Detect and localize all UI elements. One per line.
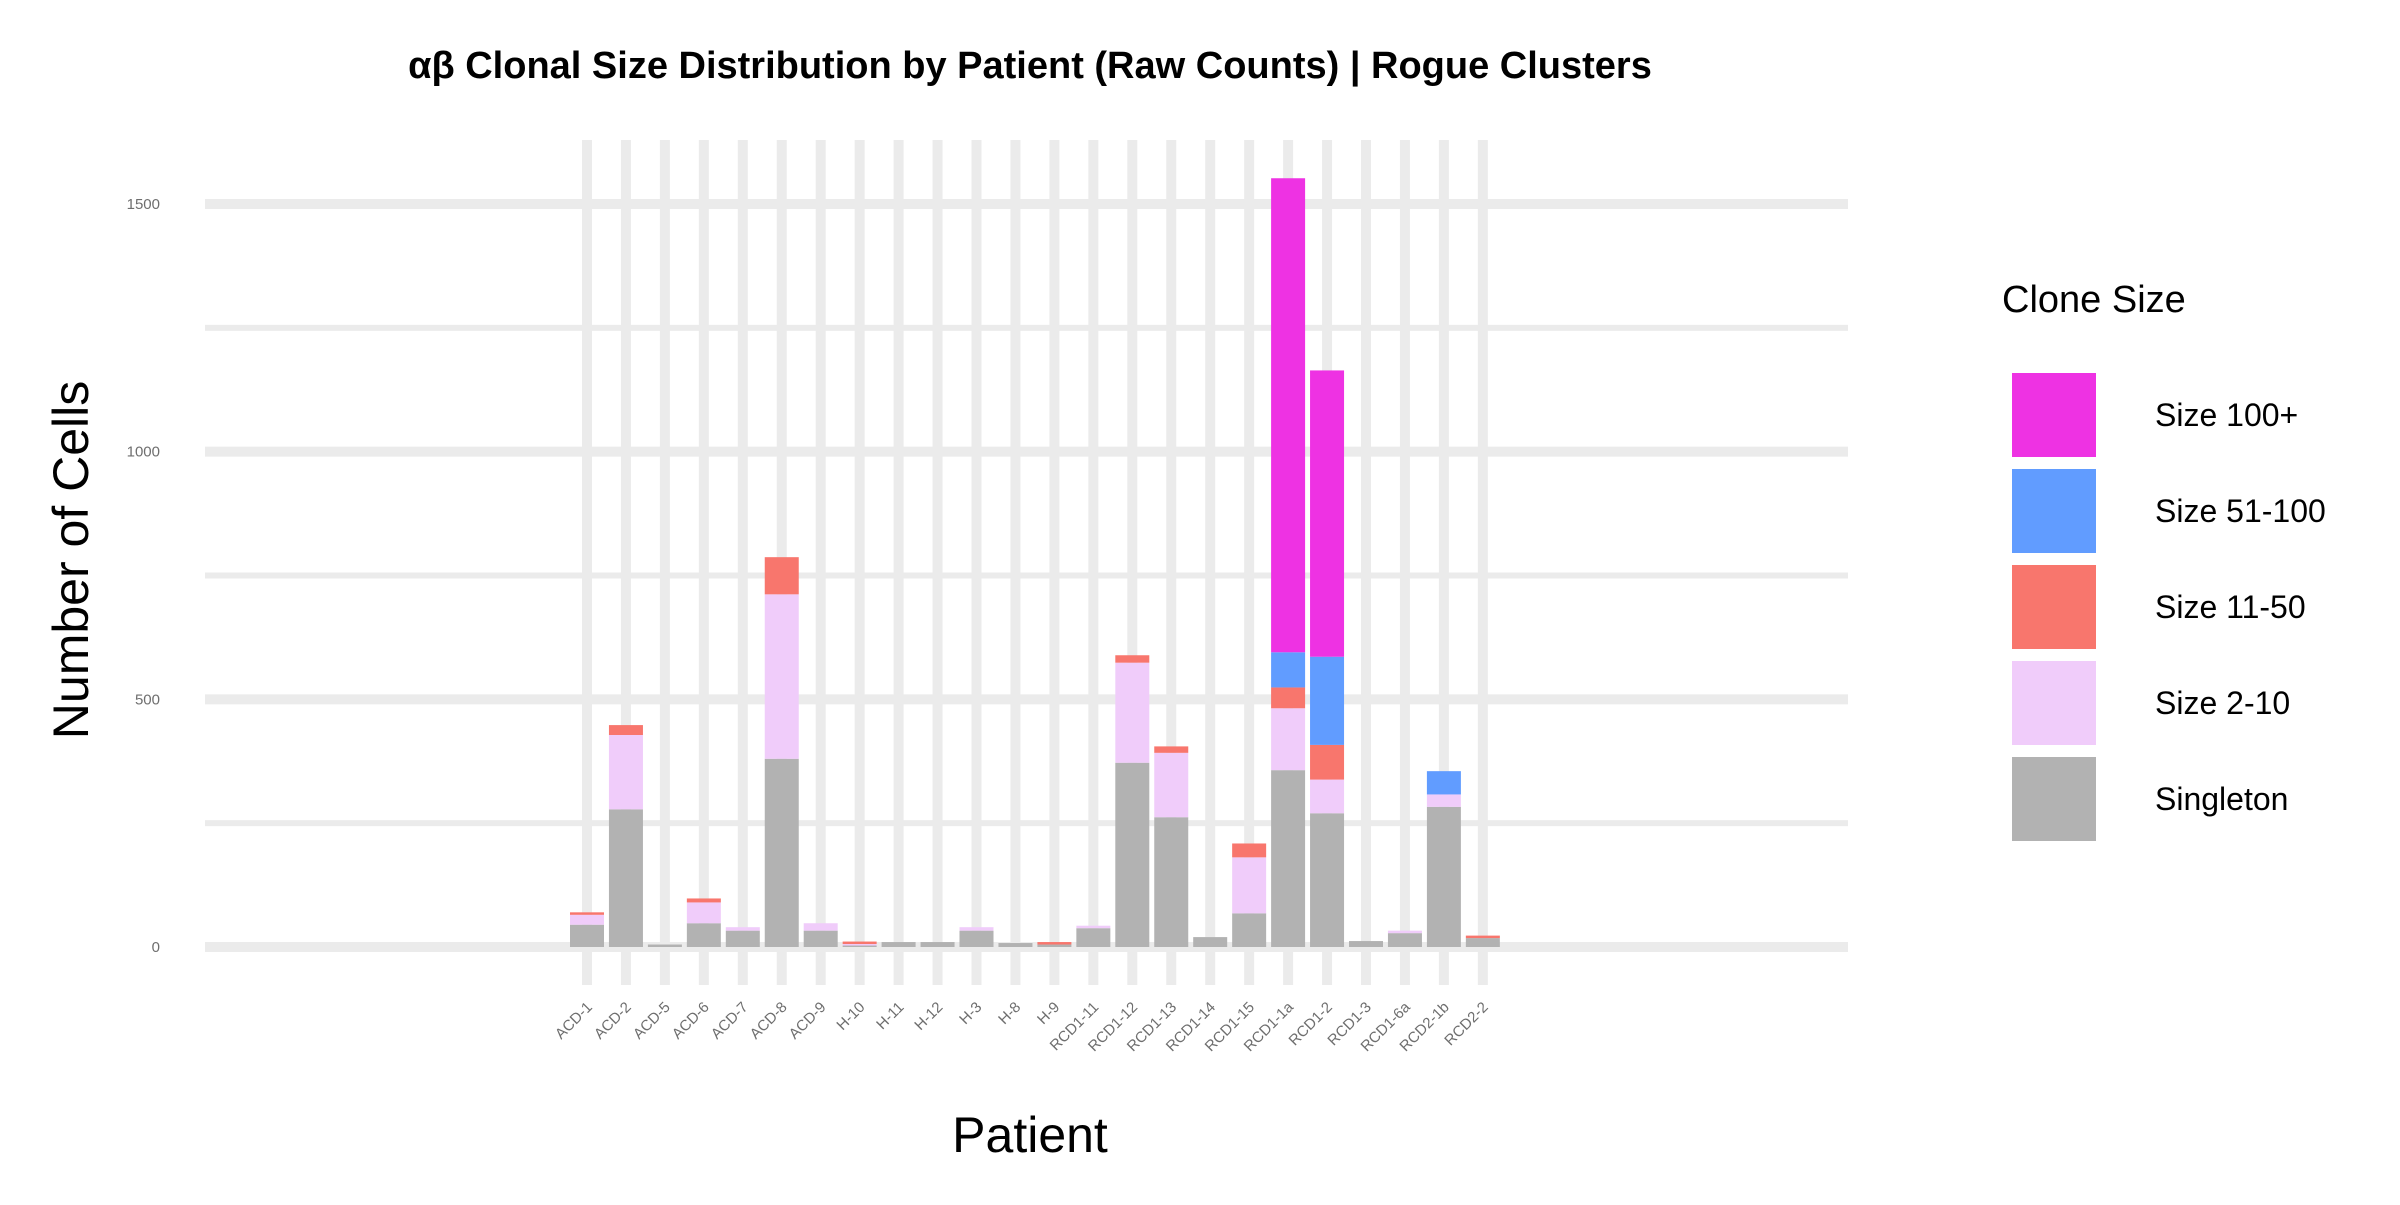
bar-RCD1-2-size-2-10: RCD1-2 · Size 2-10: 68 <box>1310 779 1345 814</box>
bar-ACD-9-singleton: ACD-9 · Singleton: 33 <box>803 930 838 947</box>
legend: Clone Size Size 100+ Size 51-100 Size 11-5… <box>2002 279 2326 841</box>
legend-label: Size 2-10 <box>2155 685 2290 721</box>
bar-H-10-size-11-50: H-10 · Size 11-50: 5 <box>842 941 877 945</box>
y-tick-label: 0 <box>152 939 160 956</box>
bar-RCD2-2-size-11-50: RCD2-2 · Size 11-50: 5 <box>1465 935 1500 939</box>
legend-swatch-size-11-50 <box>2012 565 2096 649</box>
bar-ACD-1-singleton: ACD-1 · Singleton: 45 <box>570 924 604 947</box>
chart-title: αβ Clonal Size Distribution by Patient (… <box>408 45 1652 87</box>
bar-RCD2-1b-singleton: RCD2-1b · Singleton: 283 <box>1426 806 1461 947</box>
bar-RCD1-13-size-11-50: RCD1-13 · Size 11-50: 13 <box>1154 746 1189 753</box>
y-tick-label: 1000 <box>127 444 160 461</box>
x-tick-label: ACD-8 <box>747 999 791 1043</box>
x-tick-label: H-12 <box>911 999 946 1034</box>
x-tick-label: ACD-6 <box>669 999 713 1043</box>
bar-ACD-8-size-2-10: ACD-8 · Size 2-10: 332 <box>764 594 799 759</box>
legend-label: Size 100+ <box>2155 397 2298 433</box>
bar-ACD-8-size-11-50: ACD-8 · Size 11-50: 75 <box>764 557 799 595</box>
bar-RCD1-14-singleton: RCD1-14 · Singleton: 20 <box>1193 937 1228 947</box>
bar-RCD2-2-singleton: RCD2-2 · Singleton: 18 <box>1465 938 1500 947</box>
bar-RCD1-11-size-2-10: RCD1-11 · Size 2-10: 5 <box>1076 925 1111 929</box>
bar-RCD1-3-singleton: RCD1-3 · Singleton: 12 <box>1349 941 1383 947</box>
bar-RCD1-1a-size-2-10: RCD1-1a · Size 2-10: 125 <box>1271 708 1306 771</box>
x-tick-label: H-9 <box>1034 999 1063 1028</box>
bar-ACD-8-singleton: ACD-8 · Singleton: 380 <box>764 758 799 947</box>
bar-H-9-size-11-50: H-9 · Size 11-50: 5 <box>1037 942 1072 945</box>
bar-ACD-6-size-11-50: ACD-6 · Size 11-50: 8 <box>686 898 721 903</box>
bar-RCD1-12-singleton: RCD1-12 · Singleton: 372 <box>1115 762 1150 947</box>
bar-RCD1-1a-size-11-50: RCD1-1a · Size 11-50: 42 <box>1271 687 1306 709</box>
bar-ACD-1-size-11-50: ACD-1 · Size 11-50: 5 <box>570 912 604 915</box>
bar-H-12-singleton: H-12 · Singleton: 10 <box>920 942 955 947</box>
legend-items: Size 100+ Size 51-100 Size 11-50 Size 2-10 S… <box>2012 373 2326 841</box>
bar-RCD1-6a-size-2-10: RCD1-6a · Size 2-10: 5 <box>1387 930 1422 934</box>
bar-RCD1-15-size-2-10: RCD1-15 · Size 2-10: 113 <box>1232 857 1267 914</box>
bar-RCD1-12-size-11-50: RCD1-12 · Size 11-50: 15 <box>1115 655 1150 663</box>
bar-H-11-singleton: H-11 · Singleton: 10 <box>881 942 916 947</box>
bar-H-10-size-2-10: H-10 · Size 2-10: 3 <box>842 944 877 946</box>
x-tick-label: H-10 <box>833 999 868 1034</box>
bar-RCD2-1b-size-51-100: RCD2-1b · Size 51-100: 47 <box>1426 771 1461 795</box>
bar-RCD1-12-size-2-10: RCD1-12 · Size 2-10: 202 <box>1115 662 1150 763</box>
bar-ACD-6-size-2-10: ACD-6 · Size 2-10: 42 <box>686 902 721 924</box>
y-tick-label: 1500 <box>127 196 160 213</box>
bar-H-10-singleton: H-10 · Singleton: 3 <box>842 945 877 947</box>
y-axis-title: Number of Cells <box>43 381 99 739</box>
bar-RCD1-2-size-51-100: RCD1-2 · Size 51-100: 178 <box>1310 656 1345 745</box>
bar-ACD-2-size-11-50: ACD-2 · Size 11-50: 20 <box>608 725 643 735</box>
bar-RCD1-15-singleton: RCD1-15 · Singleton: 68 <box>1232 913 1267 947</box>
bar-H-8-singleton: H-8 · Singleton: 8 <box>998 943 1033 947</box>
bar-RCD1-1a-size-100-: RCD1-1a · Size 100+: 957 <box>1271 178 1306 653</box>
legend-swatch-size-2-10 <box>2012 661 2096 745</box>
bar-RCD1-2-size-100-: RCD1-2 · Size 100+: 578 <box>1310 370 1345 657</box>
x-axis-title: Patient <box>952 1107 1108 1163</box>
bar-ACD-6-singleton: ACD-6 · Singleton: 48 <box>686 923 721 947</box>
bar-ACD-9-size-2-10: ACD-9 · Size 2-10: 15 <box>803 923 838 931</box>
bar-RCD1-15-size-11-50: RCD1-15 · Size 11-50: 28 <box>1232 843 1267 858</box>
bar-RCD1-1a-singleton: RCD1-1a · Singleton: 357 <box>1271 770 1306 947</box>
bar-RCD1-13-size-2-10: RCD1-13 · Size 2-10: 130 <box>1154 752 1189 818</box>
legend-title: Clone Size <box>2002 279 2186 321</box>
y-tick-label: 500 <box>135 691 160 708</box>
bar-ACD-1-size-2-10: ACD-1 · Size 2-10: 20 <box>570 914 604 925</box>
bar-RCD1-2-singleton: RCD1-2 · Singleton: 270 <box>1310 813 1345 947</box>
bar-H-3-size-2-10: H-3 · Size 2-10: 7 <box>959 927 994 931</box>
legend-swatch-size-100- <box>2012 373 2096 457</box>
bar-ACD-7-singleton: ACD-7 · Singleton: 33 <box>725 930 760 947</box>
bar-RCD1-2-size-11-50: RCD1-2 · Size 11-50: 70 <box>1310 744 1345 780</box>
bar-RCD2-1b-size-2-10: RCD2-1b · Size 2-10: 25 <box>1426 794 1461 807</box>
legend-label: Size 51-100 <box>2155 493 2326 529</box>
bar-RCD1-11-singleton: RCD1-11 · Singleton: 38 <box>1076 928 1111 947</box>
bar-ACD-2-singleton: ACD-2 · Singleton: 278 <box>608 809 643 947</box>
x-tick-label: ACD-9 <box>786 999 830 1043</box>
grid-layer <box>205 140 1848 985</box>
x-tick-label: ACD-1 <box>552 999 596 1043</box>
x-tick-label: ACD-2 <box>591 999 635 1043</box>
bar-H-3-singleton: H-3 · Singleton: 33 <box>959 930 994 947</box>
legend-label: Singleton <box>2155 781 2288 817</box>
x-tick-label: H-11 <box>873 999 907 1033</box>
bar-ACD-2-size-2-10: ACD-2 · Size 2-10: 150 <box>608 734 643 810</box>
x-tick-label: H-8 <box>995 999 1024 1028</box>
legend-label: Size 11-50 <box>2155 589 2306 625</box>
x-tick-label: H-3 <box>956 999 985 1028</box>
x-tick-label: ACD-7 <box>708 999 752 1043</box>
legend-swatch-singleton <box>2012 757 2096 841</box>
x-tick-label: RCD2-2 <box>1441 999 1491 1049</box>
bar-H-9-singleton: H-9 · Singleton: 5 <box>1037 944 1072 947</box>
bar-RCD1-13-singleton: RCD1-13 · Singleton: 262 <box>1154 817 1189 947</box>
x-tick-label: ACD-5 <box>630 999 674 1043</box>
bar-ACD-7-size-2-10: ACD-7 · Size 2-10: 7 <box>725 927 760 931</box>
bars-layer: ACD-1 · Singleton: 45ACD-1 · Size 2-10: … <box>570 178 1500 947</box>
legend-swatch-size-51-100 <box>2012 469 2096 553</box>
y-tick-labels: 0 500 1000 1500 <box>127 196 160 956</box>
bar-RCD1-1a-size-51-100: RCD1-1a · Size 51-100: 71 <box>1271 652 1306 688</box>
bar-ACD-5-singleton: ACD-5 · Singleton: 5 <box>647 944 682 947</box>
bar-RCD1-6a-singleton: RCD1-6a · Singleton: 28 <box>1387 933 1422 947</box>
